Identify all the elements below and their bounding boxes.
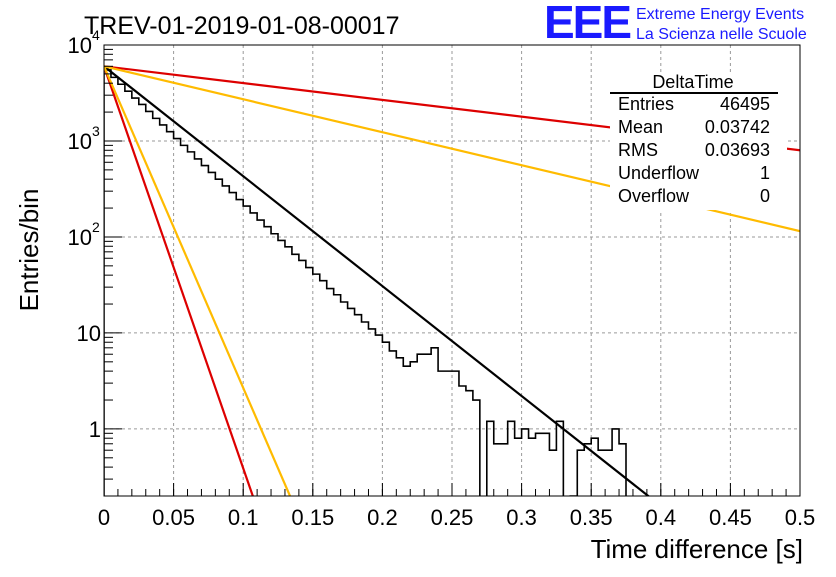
- eee-logo: EEE Extreme Energy Events La Scienza nel…: [544, 0, 807, 48]
- fit-line: [104, 65, 254, 496]
- y-tick-label: 10: [68, 225, 92, 250]
- logo-line-2: La Scienza nelle Scuole: [636, 26, 807, 43]
- x-tick-label: 0.2: [367, 505, 398, 530]
- x-tick-label: 0.5: [785, 505, 816, 530]
- x-tick-labels: 0 0.05 0.1 0.15 0.2 0.25 0.3 0.35 0.4 0.45 0.5: [98, 505, 815, 530]
- y-tick-label: 10: [77, 321, 101, 346]
- stats-row-value: 46495: [720, 94, 770, 114]
- y-tick-label: 1: [89, 417, 101, 442]
- stats-row-value: 0.03742: [705, 117, 770, 137]
- x-tick-label: 0.35: [570, 505, 613, 530]
- stats-row-label: Entries: [618, 94, 674, 114]
- stats-row-label: Mean: [618, 117, 663, 137]
- stats-row-value: 1: [760, 163, 770, 183]
- x-tick-label: 0.1: [228, 505, 259, 530]
- stats-rows: Entries 46495 Mean 0.03742 RMS 0.03693Underfl…: [618, 94, 770, 206]
- stats-box: DeltaTime Entries 46495 Mean 0.03742 RMS 0.03…: [610, 72, 787, 210]
- axis-ticks: [103, 48, 801, 497]
- stats-row-label: RMS: [618, 140, 658, 160]
- logo-eee-text: EEE: [544, 0, 630, 48]
- stats-row-label: Overflow: [618, 186, 690, 206]
- y-tick-label-exponent: 4: [92, 27, 100, 43]
- stats-box-background: [610, 72, 787, 210]
- logo-line-1: Extreme Energy Events: [636, 6, 804, 23]
- x-tick-label: 0.25: [431, 505, 474, 530]
- stats-row-value: 0.03693: [705, 140, 770, 160]
- x-tick-label: 0.4: [646, 505, 677, 530]
- stats-title: DeltaTime: [652, 72, 733, 92]
- y-axis-label: Entries/bin: [14, 189, 44, 312]
- fit-line: [104, 65, 651, 496]
- x-tick-label: 0.15: [291, 505, 334, 530]
- y-tick-label: 10: [68, 129, 92, 154]
- histogram-outline: [104, 69, 627, 496]
- stats-row-value: 0: [760, 186, 770, 206]
- y-tick-label-exponent: 2: [92, 219, 100, 235]
- fit-line: [104, 65, 292, 496]
- x-tick-label: 0: [98, 505, 110, 530]
- x-tick-label: 0.05: [152, 505, 195, 530]
- histogram-group: [104, 69, 627, 496]
- x-tick-label: 0.3: [506, 505, 537, 530]
- stats-row-label: Underflow: [618, 163, 700, 183]
- y-tick-label: 10: [68, 33, 92, 58]
- chart-title: TREV-01-2019-01-08-00017: [84, 12, 399, 40]
- x-axis-label: Time difference [s]: [591, 534, 803, 564]
- y-tick-label-exponent: 3: [92, 123, 100, 139]
- x-tick-label: 0.45: [709, 505, 752, 530]
